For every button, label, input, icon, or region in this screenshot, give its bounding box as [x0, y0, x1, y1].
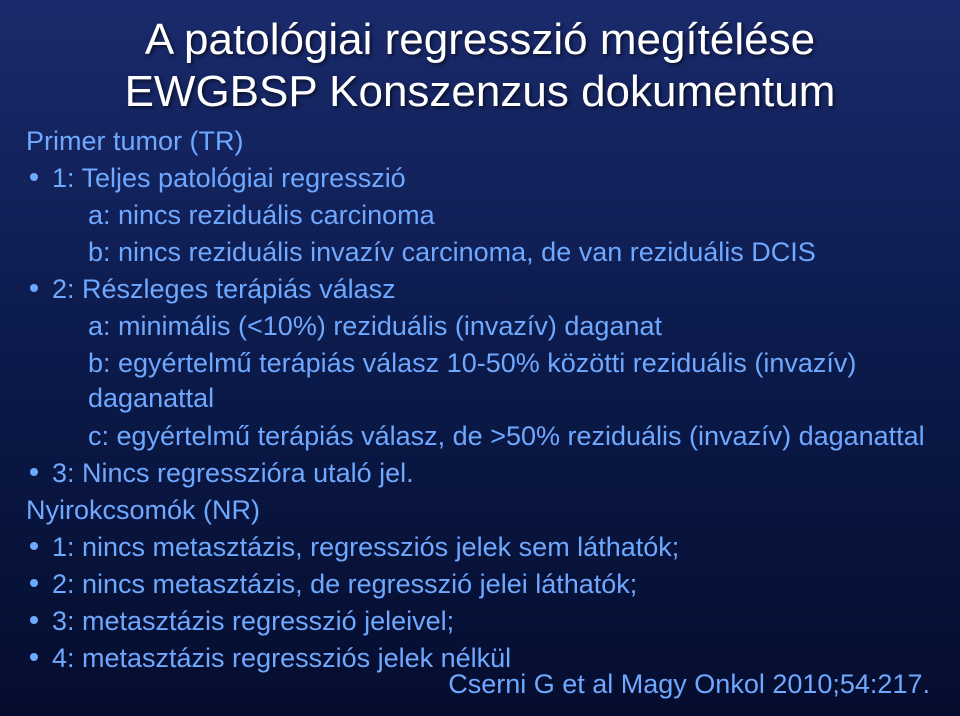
- tr-item: b: egyértelmű terápiás válasz 10-50% köz…: [26, 346, 934, 416]
- slide-title: A patológiai regresszió megítélése EWGBS…: [26, 14, 934, 118]
- citation: Cserni G et al Magy Onkol 2010;54:217.: [448, 669, 930, 700]
- tr-item: a: minimális (<10%) reziduális (invazív)…: [26, 309, 934, 344]
- nr-item-text: 4: metasztázis regressziós jelek nélkül: [52, 641, 511, 676]
- tr-item-text: a: nincs reziduális carcinoma: [88, 198, 435, 233]
- nr-heading: Nyirokcsomók (NR): [26, 493, 934, 528]
- bullet-icon: [30, 579, 38, 587]
- title-line-2: EWGBSP Konszenzus dokumentum: [125, 67, 836, 116]
- tr-item: 2: Részleges terápiás válasz: [26, 272, 934, 307]
- tr-item-text: 1: Teljes patológiai regresszió: [52, 161, 406, 196]
- tr-item-text: 2: Részleges terápiás válasz: [52, 272, 396, 307]
- tr-heading: Primer tumor (TR): [26, 124, 934, 159]
- bullet-icon: [30, 468, 38, 476]
- nr-item: 1: nincs metasztázis, regressziós jelek …: [26, 530, 934, 565]
- bullet-icon: [30, 542, 38, 550]
- tr-item: b: nincs reziduális invazív carcinoma, d…: [26, 235, 934, 270]
- bullet-icon: [30, 173, 38, 181]
- tr-item: a: nincs reziduális carcinoma: [26, 198, 934, 233]
- bullet-icon: [30, 653, 38, 661]
- nr-item-text: 2: nincs metasztázis, de regresszió jele…: [52, 567, 637, 602]
- bullet-icon: [30, 616, 38, 624]
- title-line-1: A patológiai regresszió megítélése: [145, 15, 815, 64]
- nr-item: 2: nincs metasztázis, de regresszió jele…: [26, 567, 934, 602]
- slide: A patológiai regresszió megítélése EWGBS…: [0, 0, 960, 716]
- tr-item-text: 3: Nincs regresszióra utaló jel.: [52, 456, 414, 491]
- tr-item-text: a: minimális (<10%) reziduális (invazív)…: [88, 309, 662, 344]
- tr-item: 1: Teljes patológiai regresszió: [26, 161, 934, 196]
- nr-item-text: 1: nincs metasztázis, regressziós jelek …: [52, 530, 679, 565]
- tr-item-text: b: nincs reziduális invazív carcinoma, d…: [88, 235, 816, 270]
- tr-item-text: c: egyértelmű terápiás válasz, de >50% r…: [88, 419, 925, 454]
- tr-item-text: b: egyértelmű terápiás válasz 10-50% köz…: [88, 346, 934, 416]
- nr-item-text: 3: metasztázis regresszió jeleivel;: [52, 604, 454, 639]
- tr-item: c: egyértelmű terápiás válasz, de >50% r…: [26, 419, 934, 454]
- bullet-icon: [30, 284, 38, 292]
- tr-item: 3: Nincs regresszióra utaló jel.: [26, 456, 934, 491]
- nr-item: 3: metasztázis regresszió jeleivel;: [26, 604, 934, 639]
